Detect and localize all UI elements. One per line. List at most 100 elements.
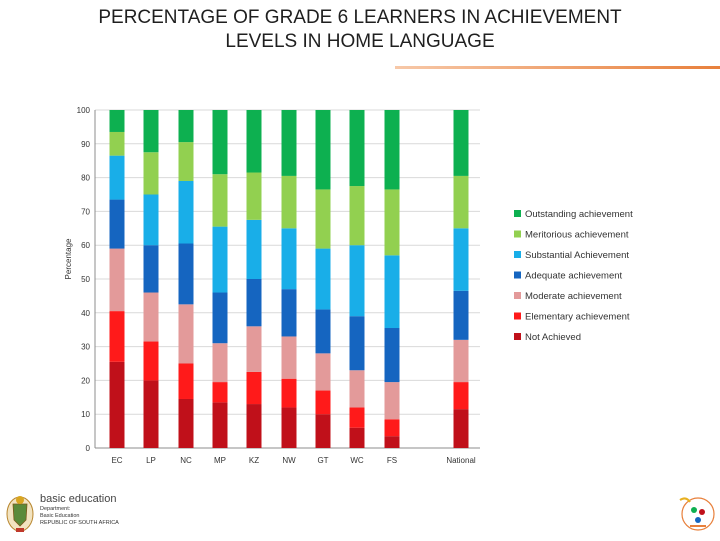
legend-label: Substantial Achievement — [525, 250, 629, 261]
legend-swatch — [514, 210, 521, 217]
x-tick-label: KZ — [249, 456, 259, 465]
bar-segment — [212, 110, 228, 175]
bar-segment — [384, 419, 400, 437]
bar-segment — [109, 248, 125, 312]
bar-segment — [349, 245, 365, 317]
x-tick-label: NC — [180, 456, 192, 465]
bar-segment — [109, 110, 125, 132]
legend-label: Adequate achievement — [525, 271, 623, 282]
coat-of-arms-icon — [6, 496, 34, 532]
y-tick-label: 0 — [86, 444, 91, 453]
bar-segment — [246, 279, 262, 327]
bar-segment — [246, 110, 262, 173]
bar-segment — [315, 309, 331, 354]
bar-segment — [178, 304, 194, 364]
anniversary-emblem-icon — [679, 497, 715, 531]
y-tick-label: 70 — [81, 207, 90, 216]
bar-segment — [178, 398, 194, 448]
legend-swatch — [514, 312, 521, 320]
bar-segment — [349, 316, 365, 371]
bar-segment — [384, 328, 400, 383]
legend-swatch — [514, 292, 521, 299]
bar-segment — [178, 243, 194, 305]
bar-segment — [315, 353, 331, 391]
bar-segment — [246, 219, 262, 279]
x-tick-label: WC — [350, 456, 364, 465]
bar-segment — [143, 194, 159, 246]
legend-swatch — [514, 251, 521, 258]
bar-segment — [143, 380, 159, 448]
x-tick-label: FS — [387, 456, 397, 465]
x-tick-label: EC — [111, 456, 122, 465]
bar-segment — [453, 110, 469, 176]
bar-segment — [384, 255, 400, 329]
y-tick-label: 20 — [81, 376, 90, 385]
y-tick-label: 90 — [81, 140, 90, 149]
legend-label: Outstanding achievement — [525, 209, 633, 220]
bar-segment — [281, 336, 297, 379]
bar-segment — [143, 110, 159, 153]
bar-segment — [178, 180, 194, 244]
bar-segment — [212, 382, 228, 403]
bar-segment — [212, 226, 228, 293]
y-tick-label: 10 — [81, 410, 90, 419]
bar-segment — [349, 407, 365, 428]
bar-segment — [349, 110, 365, 187]
bar-segment — [109, 311, 125, 362]
bar-segment — [349, 427, 365, 448]
bar-segment — [143, 292, 159, 342]
x-tick-label: LP — [146, 456, 156, 465]
bar-segment — [109, 361, 125, 448]
chart-title-line-1: PERCENTAGE OF GRADE 6 LEARNERS IN ACHIEV… — [98, 7, 622, 28]
bar-segment — [281, 110, 297, 176]
bar-segment — [212, 402, 228, 448]
bar-segment — [349, 186, 365, 246]
bar-segment — [109, 155, 125, 200]
bar-segment — [384, 110, 400, 190]
bar-segment — [246, 371, 262, 405]
y-tick-label: 50 — [81, 275, 90, 284]
bar-segment — [143, 341, 159, 381]
bar-segment — [109, 199, 125, 249]
bar-segment — [178, 363, 194, 399]
bar-segment — [178, 142, 194, 181]
legend-swatch — [514, 230, 521, 238]
chart-title-line-2: LEVELS IN HOME LANGUAGE — [225, 31, 495, 52]
legend-swatch — [514, 271, 521, 279]
bar-segment — [453, 339, 469, 383]
bar-segment — [143, 245, 159, 293]
x-tick-label: National — [446, 456, 476, 465]
y-axis-label: Percentage — [64, 238, 73, 279]
anniversary-logo — [670, 492, 716, 536]
y-tick-label: 60 — [81, 241, 90, 250]
legend-label: Not Achieved — [525, 332, 581, 343]
bar-segment — [453, 175, 469, 229]
bar-segment — [453, 228, 469, 291]
bar-segment — [315, 189, 331, 249]
bar-segment — [109, 131, 125, 156]
bar-segment — [453, 290, 469, 340]
bar-segment — [315, 390, 331, 415]
legend-label: Meritorious achievement — [525, 230, 629, 241]
title-underline — [395, 66, 720, 69]
bar-segment — [212, 343, 228, 383]
y-tick-label: 80 — [81, 174, 90, 183]
bar-segment — [212, 174, 228, 227]
bar-segment — [384, 189, 400, 256]
dept-line-1: Department: — [40, 506, 71, 512]
stacked-bar-chart: 0 10 20 30 40 50 60 70 80 90 100 Percentage EC LP NC MP… — [64, 106, 633, 465]
bar-segment — [246, 172, 262, 220]
bar-segment — [212, 292, 228, 344]
legend-label: Elementary achievement — [525, 312, 630, 323]
department-logo: basic education Department: Basic Educat… — [4, 492, 164, 536]
y-tick-label: 40 — [81, 309, 90, 318]
x-tick-label: NW — [282, 456, 296, 465]
bar-segment — [281, 378, 297, 408]
bar-segment — [281, 175, 297, 229]
bar-segment — [246, 404, 262, 448]
bar-segment — [143, 152, 159, 195]
legend-swatch — [514, 333, 521, 340]
bar-segment — [281, 407, 297, 448]
bar-segment — [315, 414, 331, 448]
legend-label: Moderate achievement — [525, 291, 622, 302]
